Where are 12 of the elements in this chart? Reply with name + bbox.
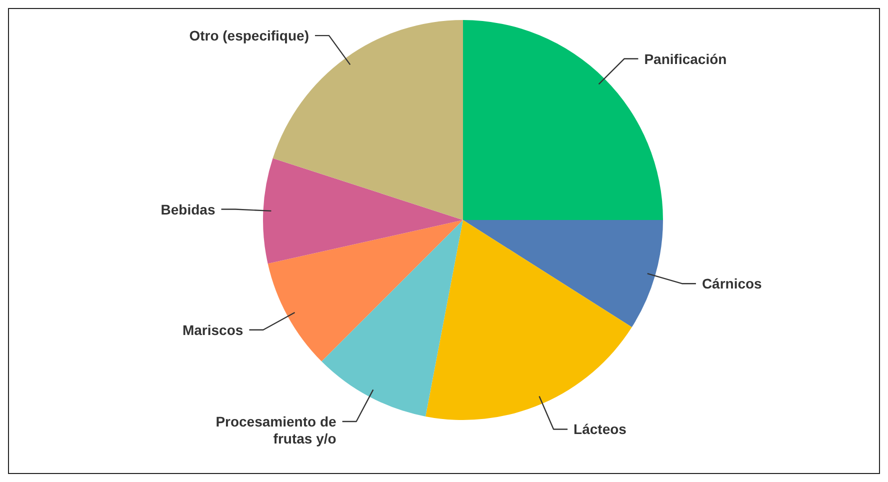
slice-label: Cárnicos: [702, 276, 762, 292]
pie-slice: [268, 220, 463, 362]
slice-label: Procesamiento de frutas y/o: [216, 414, 337, 446]
pie-slice: [463, 220, 663, 328]
slice-label: Otro (especifique): [189, 28, 309, 44]
pie-slice: [263, 158, 463, 264]
slice-label: Panificación: [644, 50, 727, 67]
slice-label: Bebidas: [160, 201, 216, 218]
pie-slice: [426, 220, 632, 420]
slice-label: Mariscos: [182, 322, 244, 338]
slice-label: Lácteos: [574, 421, 627, 438]
pie-slice: [322, 220, 463, 416]
